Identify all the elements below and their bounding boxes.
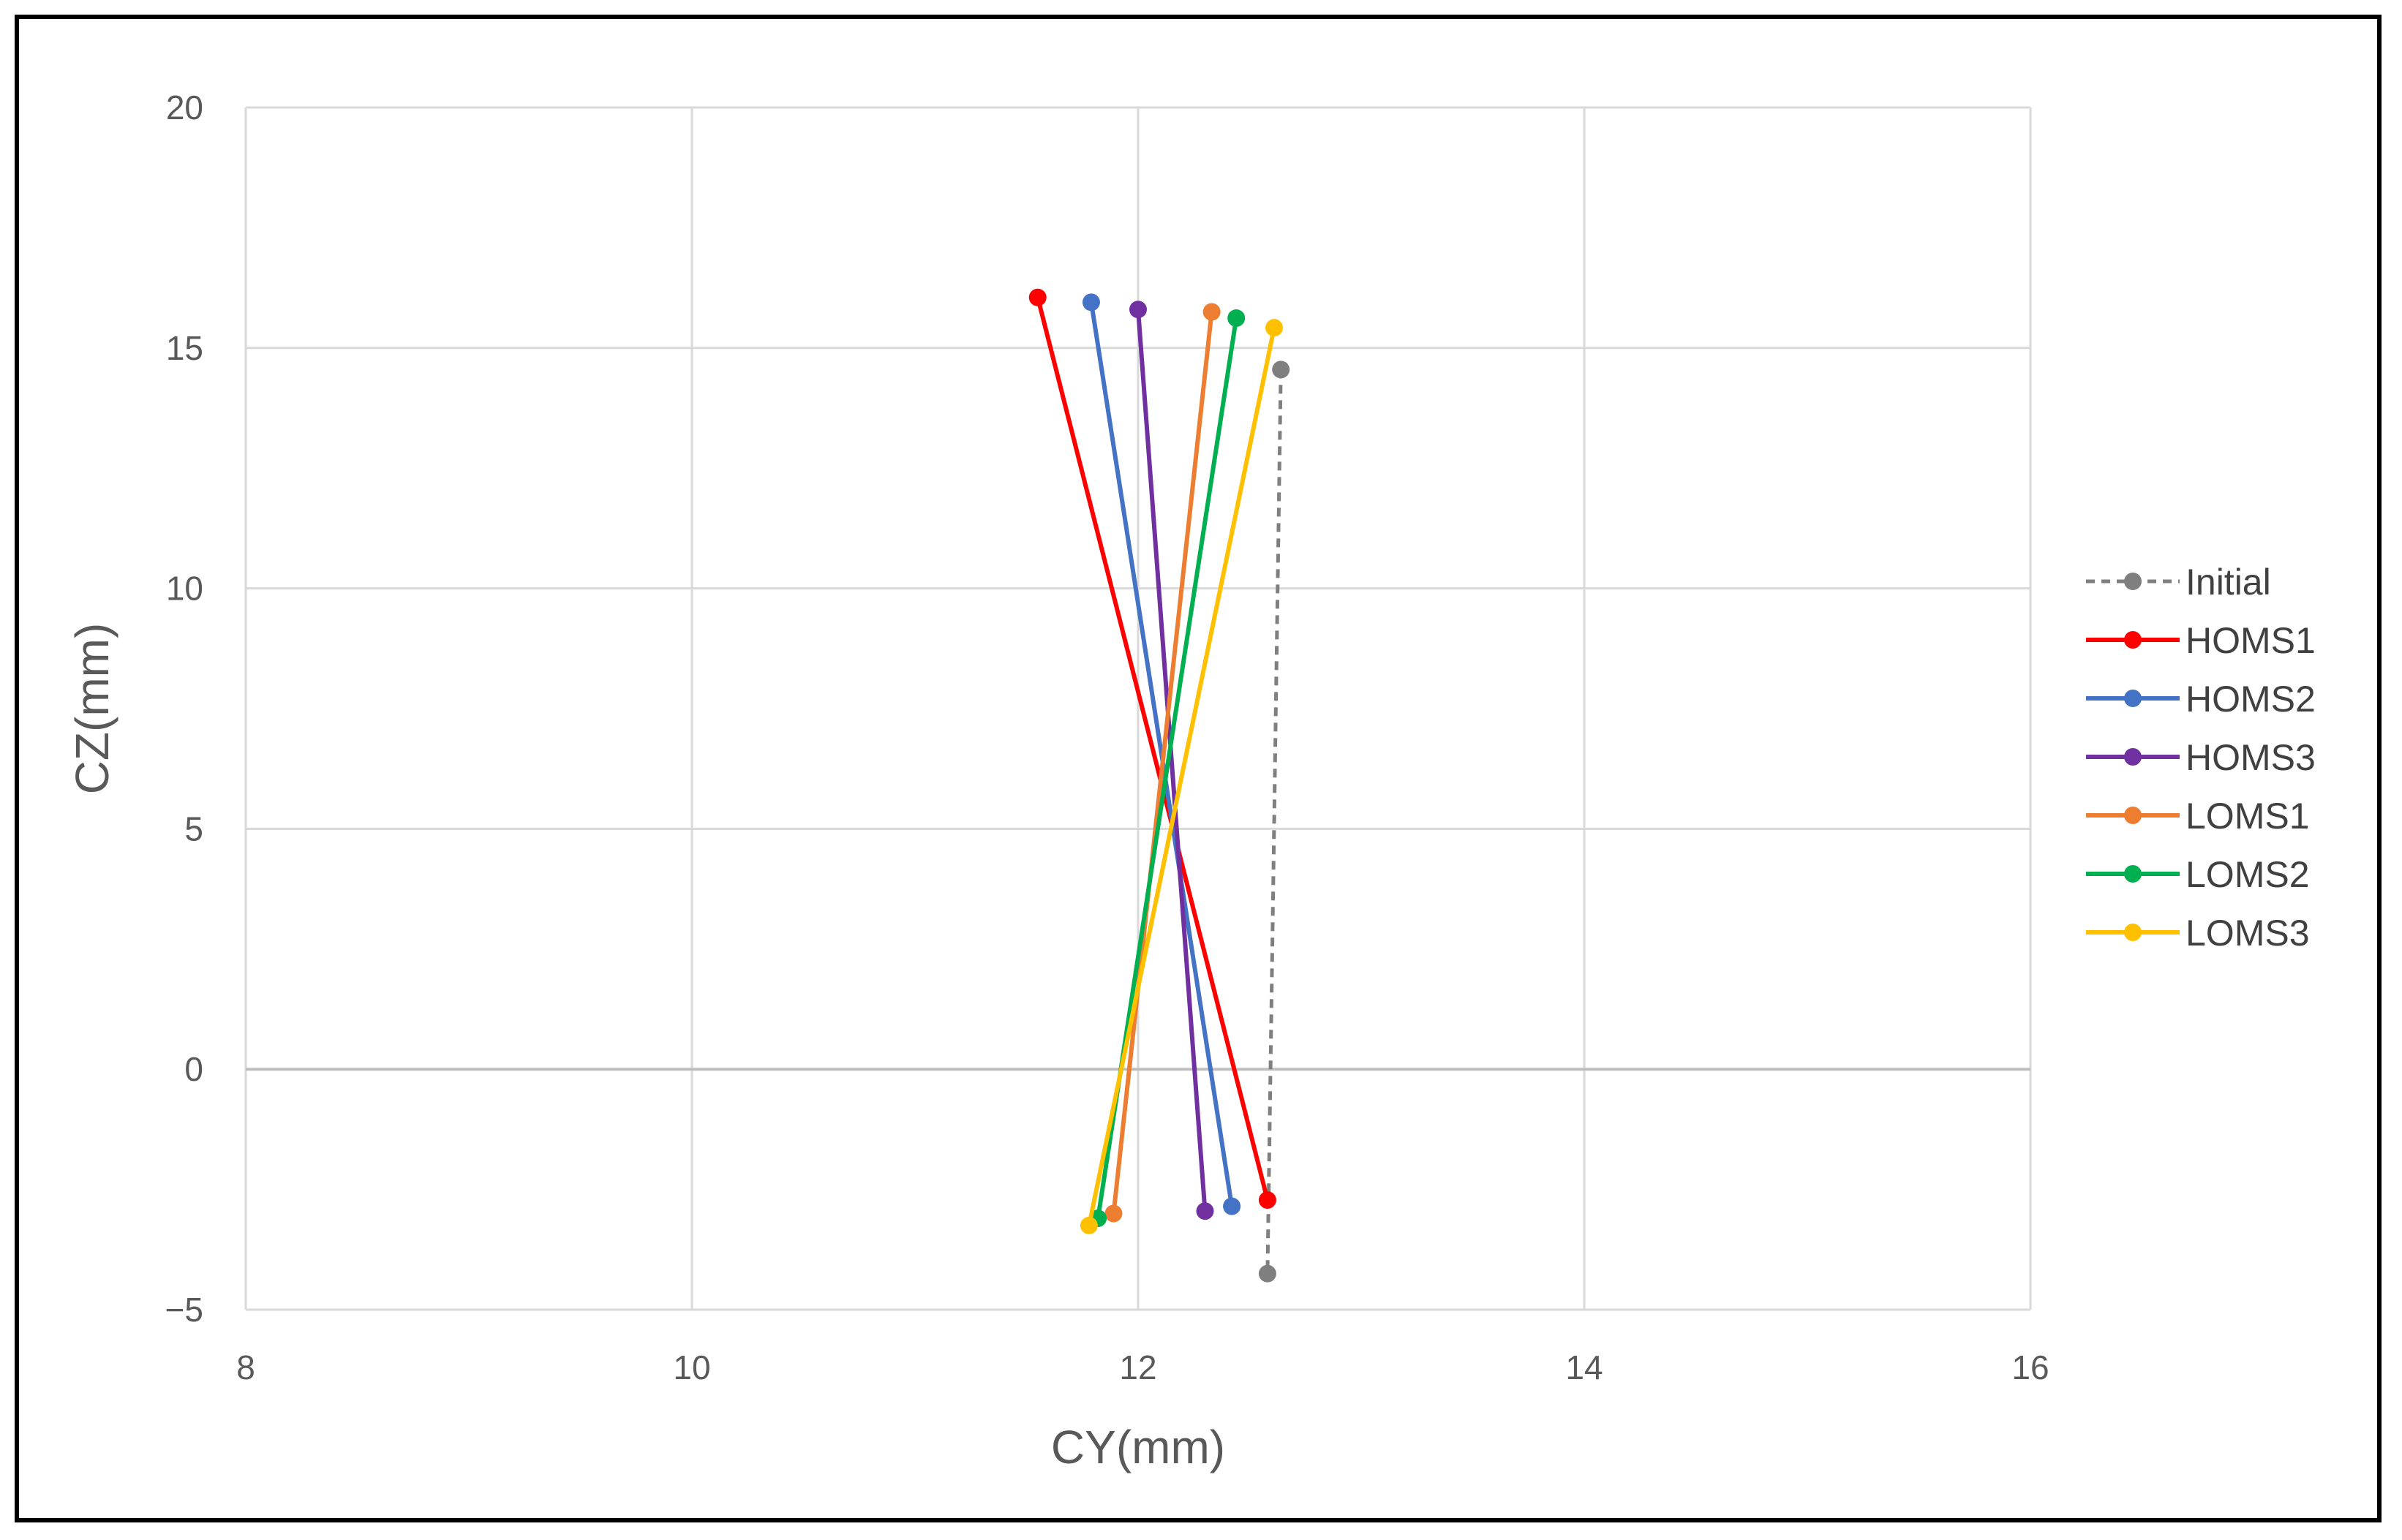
legend-label: LOMS2 (2185, 854, 2310, 895)
y-tick-label: 10 (166, 570, 203, 608)
series-layer (1028, 288, 1290, 1283)
y-tick-label: −5 (165, 1291, 203, 1329)
data-point-loms1 (1202, 303, 1221, 321)
y-axis-title: CZ(mm) (66, 623, 118, 795)
data-point-loms3 (1080, 1216, 1098, 1234)
legend-entry-loms3: LOMS3 (2086, 913, 2310, 954)
data-point-homs2 (1082, 293, 1100, 312)
legend-entry-homs1: HOMS1 (2086, 620, 2316, 661)
legend-swatch-marker (2124, 807, 2142, 824)
y-tick-label: 5 (184, 809, 203, 848)
legend-label: HOMS2 (2185, 679, 2316, 720)
series-initial (1258, 361, 1290, 1283)
x-tick-label: 8 (236, 1348, 255, 1386)
x-tick-label: 12 (1119, 1348, 1156, 1386)
legend-swatch-marker (2124, 631, 2142, 649)
data-point-homs3 (1196, 1202, 1214, 1220)
x-axis-title: CY(mm) (1051, 1421, 1225, 1473)
series-line-loms3 (1086, 327, 1276, 1226)
series-line-homs3 (1136, 309, 1208, 1212)
legend-entry-initial: Initial (2086, 562, 2271, 603)
legend-entry-loms1: LOMS1 (2086, 796, 2310, 837)
series-homs1 (1028, 288, 1276, 1209)
legend-entry-homs2: HOMS2 (2086, 679, 2316, 720)
x-tick-label: 10 (673, 1348, 710, 1386)
legend-entry-loms2: LOMS2 (2086, 854, 2310, 895)
data-point-homs1 (1258, 1191, 1276, 1209)
x-tick-label: 14 (1565, 1348, 1603, 1386)
y-tick-label: 15 (166, 329, 203, 367)
legend-swatch-marker (2124, 573, 2142, 590)
data-point-loms1 (1104, 1204, 1123, 1223)
y-tick-label: 20 (166, 88, 203, 127)
legend-swatch-marker (2124, 924, 2142, 941)
chart-frame: 8 10 12 14 16 −5 0 5 10 15 20 Initial HOMS1 HOMS2 HOM… (15, 15, 2382, 1522)
data-point-homs1 (1028, 288, 1047, 306)
legend-label: LOMS3 (2185, 913, 2310, 954)
legend-entry-homs3: HOMS3 (2086, 737, 2316, 778)
legend-swatch-marker (2124, 690, 2142, 707)
legend-swatch-marker (2124, 865, 2142, 883)
legend-label: Initial (2185, 562, 2271, 603)
series-line-initial (1265, 369, 1283, 1274)
series-line-loms1 (1111, 312, 1214, 1214)
legend: Initial HOMS1 HOMS2 HOMS3 LOMS1 LOMS2 LOMS3 (2086, 562, 2316, 954)
series-loms3 (1080, 319, 1284, 1234)
data-point-homs3 (1129, 301, 1147, 319)
x-tick-label: 16 (2011, 1348, 2049, 1386)
data-point-loms2 (1227, 309, 1246, 328)
series-homs3 (1129, 301, 1214, 1220)
legend-label: HOMS3 (2185, 737, 2316, 778)
chart-svg: 8 10 12 14 16 −5 0 5 10 15 20 Initial HOMS1 HOMS2 HOM… (66, 88, 2316, 1473)
data-point-initial (1272, 361, 1290, 379)
legend-label: LOMS1 (2185, 796, 2310, 837)
data-point-homs2 (1223, 1197, 1241, 1215)
legend-swatch-marker (2124, 748, 2142, 766)
gridlines (244, 106, 2032, 1311)
data-point-initial (1258, 1264, 1276, 1283)
series-line-homs1 (1035, 297, 1270, 1201)
y-tick-label: 0 (184, 1050, 203, 1088)
legend-label: HOMS1 (2185, 620, 2316, 661)
axes: 8 10 12 14 16 −5 0 5 10 15 20 (165, 88, 2049, 1386)
series-loms1 (1104, 303, 1221, 1223)
data-point-loms3 (1265, 319, 1284, 337)
